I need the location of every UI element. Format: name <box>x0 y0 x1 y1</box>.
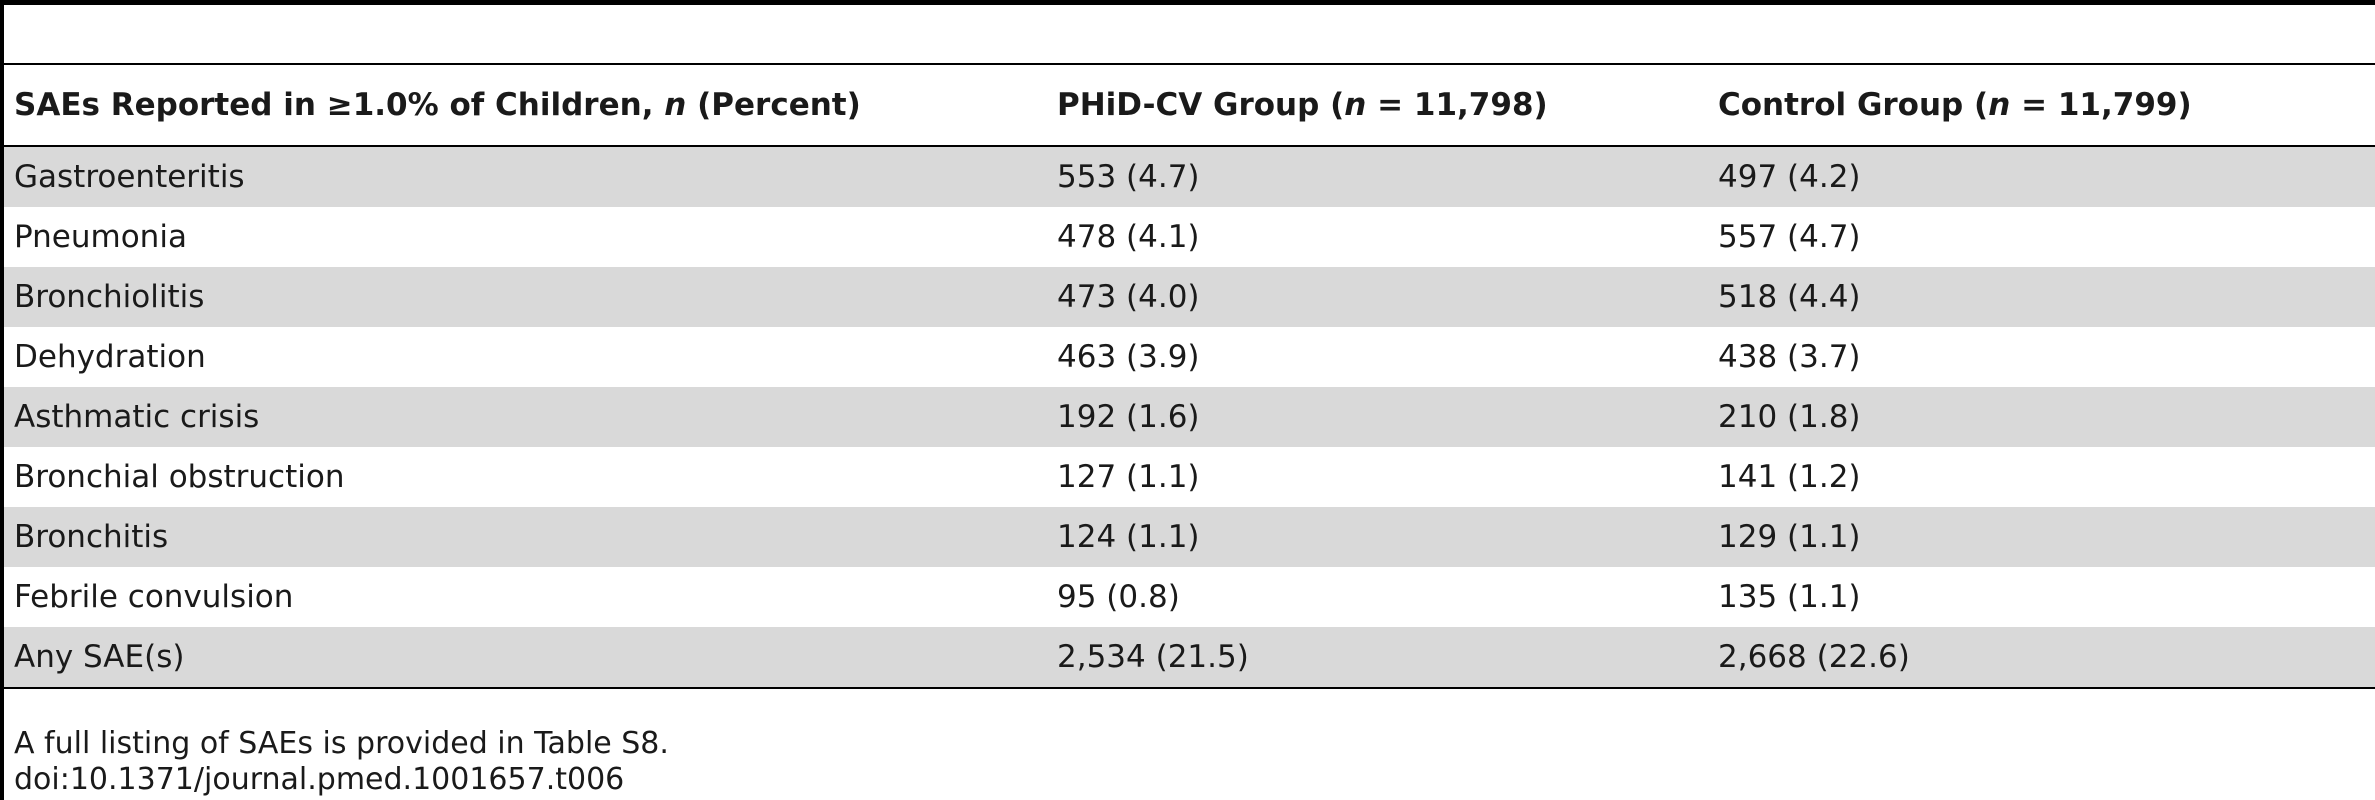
cell-phid: 473 (4.0) <box>1057 279 1200 315</box>
top-border-rule <box>0 0 2375 5</box>
cell-control: 141 (1.2) <box>1718 459 1861 495</box>
left-border-rule <box>0 0 4 800</box>
cell-phid: 2,534 (21.5) <box>1057 639 1249 675</box>
cell-control: 210 (1.8) <box>1718 399 1861 435</box>
table-header: SAEs Reported in ≥1.0% of Children, n (P… <box>4 64 2375 146</box>
table-row: Febrile convulsion 95 (0.8) 135 (1.1) <box>4 567 2375 627</box>
cell-event: Febrile convulsion <box>14 579 294 615</box>
header-sae: SAEs Reported in ≥1.0% of Children, n (P… <box>14 87 861 123</box>
cell-event: Any SAE(s) <box>14 639 185 675</box>
table-body: Gastroenteritis 553 (4.7) 497 (4.2) Pneu… <box>4 146 2375 688</box>
table-row: Gastroenteritis 553 (4.7) 497 (4.2) <box>4 146 2375 207</box>
footnote-doi: doi:10.1371/journal.pmed.1001657.t006 <box>14 762 625 797</box>
cell-event: Bronchitis <box>14 519 169 555</box>
header-phid-cv-group: PHiD-CV Group (n = 11,798) <box>1057 87 1548 123</box>
cell-control: 135 (1.1) <box>1718 579 1861 615</box>
cell-event: Dehydration <box>14 339 206 375</box>
table-row: Asthmatic crisis 192 (1.6) 210 (1.8) <box>4 387 2375 447</box>
cell-phid: 192 (1.6) <box>1057 399 1200 435</box>
table-row: Bronchiolitis 473 (4.0) 518 (4.4) <box>4 267 2375 327</box>
table-row: Pneumonia 478 (4.1) 557 (4.7) <box>4 207 2375 267</box>
cell-phid: 95 (0.8) <box>1057 579 1180 615</box>
table-row: Dehydration 463 (3.9) 438 (3.7) <box>4 327 2375 387</box>
cell-phid: 124 (1.1) <box>1057 519 1200 555</box>
cell-event: Bronchial obstruction <box>14 459 345 495</box>
cell-event: Pneumonia <box>14 219 187 255</box>
footnote-table-reference: A full listing of SAEs is provided in Ta… <box>14 726 669 761</box>
table-row: Bronchial obstruction 127 (1.1) 141 (1.2… <box>4 447 2375 507</box>
header-control-group: Control Group (n = 11,799) <box>1718 87 2192 123</box>
cell-control: 557 (4.7) <box>1718 219 1861 255</box>
cell-event: Asthmatic crisis <box>14 399 260 435</box>
table-row: Bronchitis 124 (1.1) 129 (1.1) <box>4 507 2375 567</box>
cell-phid: 553 (4.7) <box>1057 159 1200 195</box>
sae-table: SAEs Reported in ≥1.0% of Children, n (P… <box>4 63 2375 689</box>
cell-event: Gastroenteritis <box>14 159 245 195</box>
cell-control: 497 (4.2) <box>1718 159 1861 195</box>
cell-control: 518 (4.4) <box>1718 279 1861 315</box>
cell-phid: 127 (1.1) <box>1057 459 1200 495</box>
cell-control: 129 (1.1) <box>1718 519 1861 555</box>
cell-control: 438 (3.7) <box>1718 339 1861 375</box>
cell-control: 2,668 (22.6) <box>1718 639 1910 675</box>
cell-phid: 463 (3.9) <box>1057 339 1200 375</box>
table-row: Any SAE(s) 2,534 (21.5) 2,668 (22.6) <box>4 627 2375 688</box>
cell-event: Bronchiolitis <box>14 279 205 315</box>
cell-phid: 478 (4.1) <box>1057 219 1200 255</box>
header-row: SAEs Reported in ≥1.0% of Children, n (P… <box>4 64 2375 146</box>
